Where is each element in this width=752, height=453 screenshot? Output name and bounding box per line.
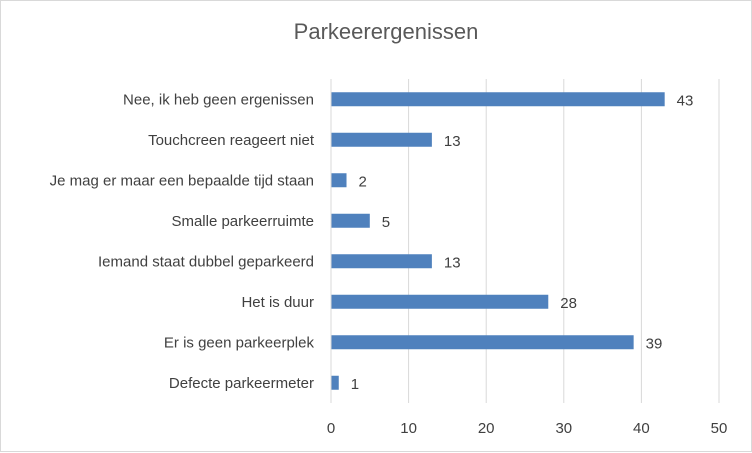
data-label: 1 <box>351 376 359 393</box>
bar <box>331 254 432 269</box>
x-tick-label: 20 <box>478 420 495 437</box>
category-label: Nee, ik heb geen ergenissen <box>123 91 314 108</box>
category-label: Defecte parkeermeter <box>169 375 314 392</box>
bar <box>331 213 370 228</box>
category-label: Smalle parkeerruimte <box>171 213 314 230</box>
data-label: 2 <box>359 173 367 190</box>
x-tick-label: 40 <box>633 420 650 437</box>
bars <box>331 92 665 390</box>
category-label: Er is geen parkeerplek <box>164 334 315 351</box>
bar <box>331 132 432 147</box>
data-label: 13 <box>444 254 461 271</box>
bar <box>331 294 549 309</box>
category-label: Iemand staat dubbel geparkeerd <box>98 253 314 270</box>
category-label: Touchcreen reageert niet <box>148 132 315 149</box>
x-tick-label: 50 <box>711 420 728 437</box>
data-label: 39 <box>646 335 663 352</box>
data-label: 5 <box>382 214 390 231</box>
gridlines <box>408 79 720 403</box>
chart-title: Parkeerergenissen <box>294 19 479 44</box>
category-label: Het is duur <box>241 294 314 311</box>
category-label: Je mag er maar een bepaalde tijd staan <box>50 172 314 189</box>
x-axis-tick-labels: 0 10 20 30 40 50 <box>327 420 728 437</box>
x-tick-label: 0 <box>327 420 335 437</box>
data-label: 13 <box>444 133 461 150</box>
bar <box>331 375 339 390</box>
x-tick-label: 30 <box>555 420 572 437</box>
bar <box>331 92 665 107</box>
data-label: 43 <box>677 92 694 109</box>
bar <box>331 173 347 188</box>
category-labels: Nee, ik heb geen ergenissen Touchcreen re… <box>50 91 315 392</box>
bar <box>331 335 634 350</box>
data-label: 28 <box>560 295 577 312</box>
x-tick-label: 10 <box>400 420 417 437</box>
data-labels: 43 13 2 5 13 28 39 1 <box>351 92 694 393</box>
